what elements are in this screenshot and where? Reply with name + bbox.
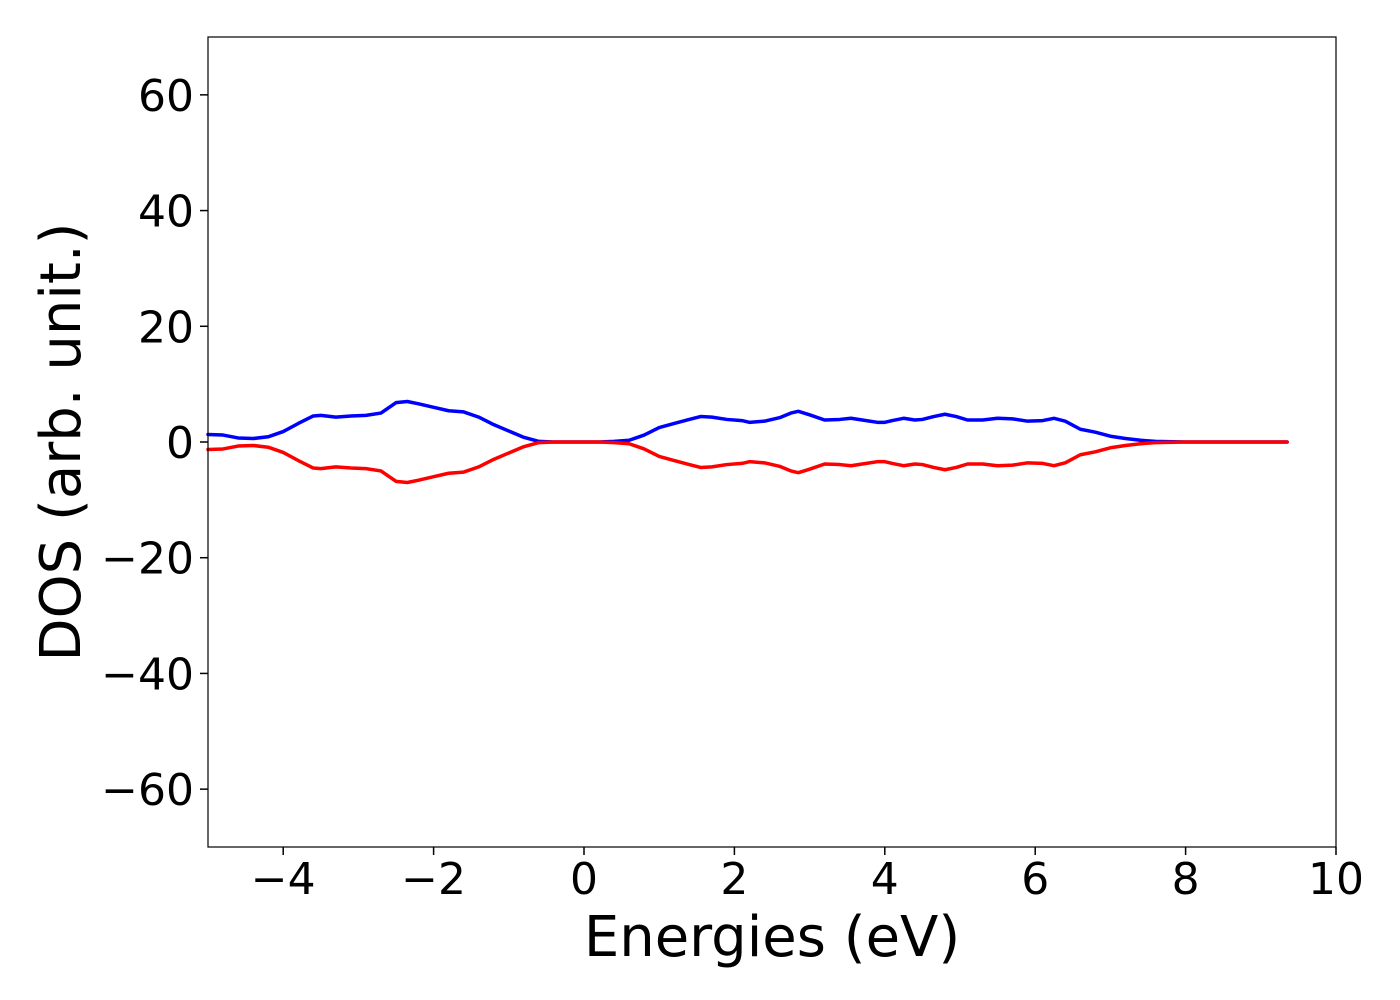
x-tick-label: −2	[401, 854, 466, 905]
x-tick-label: 10	[1308, 854, 1364, 905]
x-tick-label: 4	[871, 854, 899, 905]
series-line-negative	[206, 440, 1289, 485]
x-tick-label: 8	[1172, 854, 1200, 905]
y-tick-label: −40	[101, 649, 194, 700]
x-tick-label: 6	[1021, 854, 1049, 905]
y-tick-label: 0	[166, 418, 194, 469]
series-layer	[206, 399, 1289, 485]
x-tick-label: 0	[570, 854, 598, 905]
x-axis-ticks: −4 −2 0 2 4 6 8 10	[251, 847, 1364, 905]
x-tick-label: 2	[720, 854, 748, 905]
y-tick-label: 20	[138, 302, 194, 353]
y-tick-label: 40	[138, 187, 194, 238]
x-tick-label: −4	[251, 854, 316, 905]
y-tick-label: 60	[138, 71, 194, 122]
y-axis-label: DOS (arb. unit.)	[29, 222, 94, 661]
x-axis-label: Energies (eV)	[584, 905, 960, 970]
y-axis-ticks: −60 −40 −20 0 20 40 60	[101, 71, 208, 816]
y-tick-label: −20	[101, 534, 194, 585]
y-tick-label: −60	[101, 765, 194, 816]
series-line-positive	[206, 399, 1289, 444]
